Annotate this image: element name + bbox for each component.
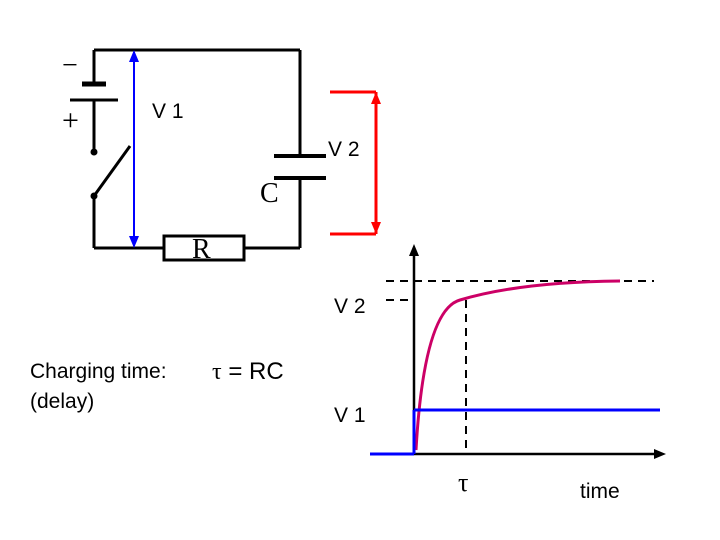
tau-graph-label: τ [458,468,468,498]
minus-terminal: − [62,50,78,82]
plus-terminal: + [62,104,79,138]
delay-text: (delay) [30,390,94,414]
v2-graph-label: V 2 [334,295,366,319]
charging-time-text: Charging time: [30,360,167,384]
v1-circuit-label: V 1 [152,100,184,124]
time-axis-label: time [580,480,620,504]
v2-circuit-label: V 2 [328,138,360,162]
v1-graph-label: V 1 [334,404,366,428]
diagram-svg [0,0,720,540]
tau-equation: τ = RC [212,358,284,386]
resistor-label: R [192,234,211,266]
capacitor-label: C [260,178,279,210]
